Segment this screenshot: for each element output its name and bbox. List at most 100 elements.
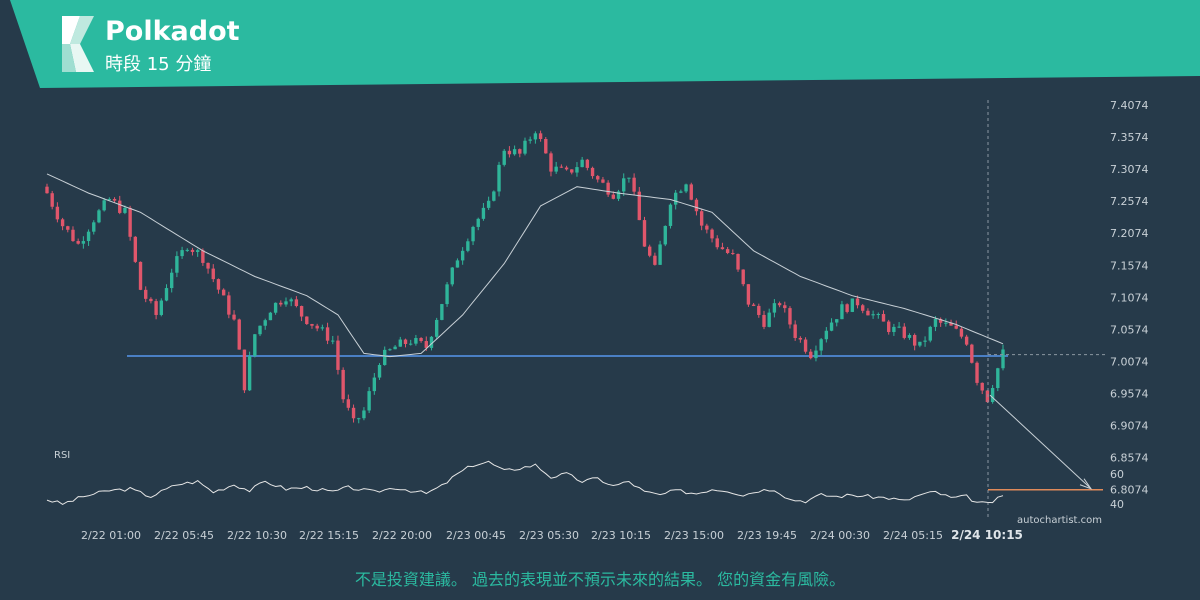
candle [310, 323, 314, 329]
candle [497, 161, 501, 197]
candle [502, 148, 506, 167]
candle-body [777, 303, 782, 306]
candle [632, 173, 636, 196]
candle-body [767, 312, 771, 327]
moving-average-path [46, 173, 1004, 358]
candle-body [507, 150, 512, 155]
candle-body [86, 231, 91, 242]
candle-body [66, 226, 70, 230]
candle-body [201, 250, 205, 263]
candle-body [715, 238, 719, 248]
time-tick-label: 2/22 15:15 [299, 529, 359, 542]
candle-body [481, 207, 486, 219]
candle-body [632, 177, 636, 192]
candle-body [918, 341, 922, 346]
candle [938, 317, 943, 327]
candle-body [907, 335, 912, 338]
time-tick-label: 2/22 10:30 [227, 529, 287, 542]
candle [705, 223, 709, 234]
candle [549, 151, 553, 177]
candle [964, 334, 969, 346]
candle [798, 336, 803, 343]
candle-body [71, 229, 75, 242]
candle [367, 387, 371, 414]
candle [725, 246, 730, 255]
candle [559, 164, 564, 168]
candle-body [746, 284, 751, 305]
time-tick-label: 2/24 00:30 [810, 529, 870, 542]
candle [377, 363, 382, 380]
candle-body [346, 399, 351, 408]
candle-body [284, 301, 288, 305]
header-background [10, 0, 1200, 88]
candle-body [840, 304, 844, 320]
candle-body [985, 390, 990, 403]
rsi-line [46, 460, 1004, 505]
forecast-arrow [987, 100, 1105, 520]
time-tick-label: 2/23 15:00 [664, 529, 724, 542]
candle-body [554, 166, 558, 172]
candle-body [757, 305, 761, 315]
candle-body [673, 192, 678, 205]
candle [149, 297, 153, 304]
candle [762, 310, 766, 330]
candle-body [538, 133, 543, 139]
candle-body [164, 288, 169, 301]
candle [689, 182, 693, 201]
candle-body [975, 362, 979, 383]
candle [331, 335, 335, 345]
candle-body [611, 194, 616, 199]
candle [507, 146, 512, 158]
candle-body [528, 139, 532, 141]
candle [86, 229, 91, 246]
candle [637, 186, 641, 221]
rsi-label: RSI [54, 450, 70, 461]
candle [81, 236, 86, 249]
candle [980, 382, 984, 395]
candle [970, 343, 974, 364]
candle [668, 203, 673, 229]
candle-body [861, 305, 865, 311]
time-axis: 2/22 01:00 2/22 05:45 2/22 10:30 2/22 15:15… [81, 528, 1023, 542]
candle-body [341, 369, 345, 400]
candle [793, 320, 797, 341]
candle [273, 302, 278, 315]
candle [653, 252, 657, 266]
candlestick-series [45, 130, 1005, 424]
candle [227, 291, 231, 319]
candle [570, 169, 574, 175]
candle [627, 177, 631, 183]
candle [606, 180, 610, 197]
price-tick-label: 7.3074 [1110, 163, 1149, 176]
candle-body [445, 284, 449, 305]
candle [247, 351, 252, 392]
price-axis: 7.4074 7.3574 7.3074 7.2574 7.2074 7.1574 7.10… [1110, 99, 1149, 497]
candle [777, 301, 782, 308]
candle [601, 176, 605, 184]
candle-body [294, 299, 299, 307]
candle [918, 341, 922, 348]
candle-body [970, 344, 974, 363]
candle [959, 326, 964, 339]
candle [492, 190, 496, 202]
time-tick-label: 2/22 01:00 [81, 529, 141, 542]
price-tick-label: 6.8574 [1110, 452, 1149, 465]
candle [180, 246, 184, 259]
candle [585, 158, 590, 171]
price-tick-label: 6.8074 [1110, 484, 1149, 497]
candle [55, 202, 60, 223]
candle [616, 189, 621, 202]
candle-body [440, 304, 444, 320]
candle [850, 298, 855, 313]
candle-body [377, 364, 382, 378]
candle-body [819, 339, 823, 351]
candle [881, 310, 886, 322]
candle-body [793, 324, 797, 338]
time-tick-label: 2/23 10:15 [591, 529, 651, 542]
candle-body [580, 159, 584, 168]
candle-body [824, 330, 829, 340]
candle-body [175, 256, 179, 273]
candle [731, 249, 735, 256]
candle [814, 345, 818, 362]
candle-body [663, 225, 667, 245]
